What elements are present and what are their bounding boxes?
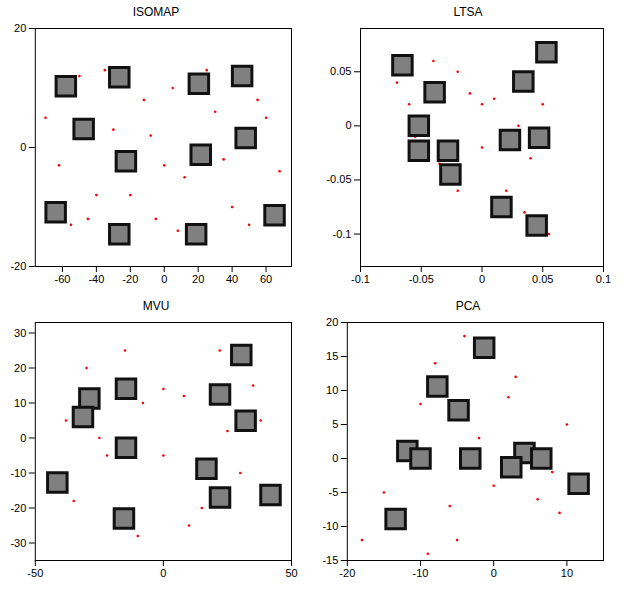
html-text:LTSA: LTSA (453, 5, 483, 19)
svg-text:10: 10 (14, 397, 26, 409)
html-text:PCA: PCA (455, 299, 481, 313)
svg-text:10: 10 (326, 384, 338, 396)
svg-text:20: 20 (192, 273, 204, 285)
svg-text:0.05: 0.05 (532, 273, 553, 285)
svg-text:-5: -5 (329, 486, 339, 498)
svg-text:-20: -20 (122, 273, 138, 285)
svg-text:-20: -20 (10, 502, 26, 514)
svg-text:0: 0 (345, 119, 351, 131)
svg-text:-15: -15 (322, 554, 338, 566)
svg-text:20: 20 (14, 362, 26, 374)
svg-text:20: 20 (326, 316, 338, 328)
svg-text:-60: -60 (54, 273, 70, 285)
svg-text:-0.05: -0.05 (409, 273, 434, 285)
html-text:MVU: MVU (142, 299, 170, 313)
svg-text:0: 0 (332, 452, 338, 464)
svg-text:10: 10 (561, 567, 573, 579)
svg-text:0: 0 (20, 432, 26, 444)
svg-text:40: 40 (226, 273, 238, 285)
svg-text:50: 50 (285, 567, 297, 579)
svg-text:-40: -40 (88, 273, 104, 285)
svg-text:-10: -10 (413, 567, 429, 579)
svg-text:-20: -20 (339, 567, 355, 579)
html-text:ISOMAP: ISOMAP (132, 5, 180, 19)
svg-text:-0.05: -0.05 (326, 173, 351, 185)
svg-text:-20: -20 (10, 260, 26, 272)
svg-text:0.05: 0.05 (330, 65, 351, 77)
svg-text:-10: -10 (10, 467, 26, 479)
svg-text:15: 15 (326, 350, 338, 362)
svg-text:20: 20 (14, 22, 26, 34)
svg-text:-0.1: -0.1 (351, 273, 370, 285)
svg-text:-30: -30 (10, 537, 26, 549)
svg-text:0: 0 (160, 567, 166, 579)
svg-text:0: 0 (479, 273, 485, 285)
svg-text:0.1: 0.1 (596, 273, 611, 285)
svg-text:0: 0 (20, 141, 26, 153)
svg-text:0: 0 (491, 567, 497, 579)
svg-text:-50: -50 (27, 567, 43, 579)
svg-text:-10: -10 (322, 520, 338, 532)
svg-text:60: 60 (260, 273, 272, 285)
svg-text:5: 5 (332, 418, 338, 430)
svg-text:0: 0 (161, 273, 167, 285)
svg-text:30: 30 (14, 327, 26, 339)
svg-text:-0.1: -0.1 (333, 228, 352, 240)
